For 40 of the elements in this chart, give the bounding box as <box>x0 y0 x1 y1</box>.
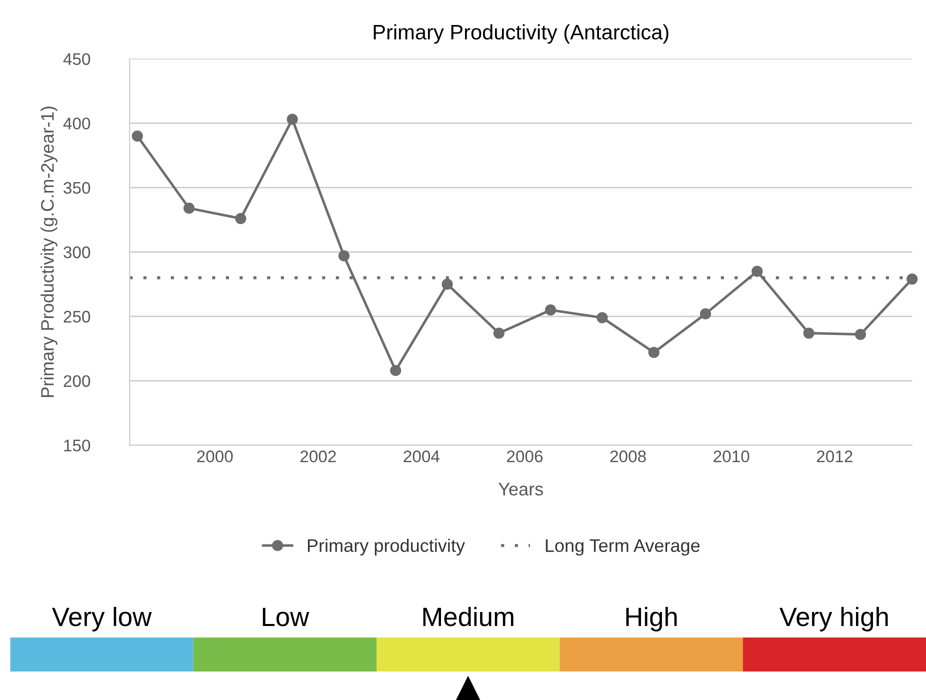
x-tick-label: 2000 <box>197 450 233 462</box>
y-tick-label: 300 <box>64 246 90 258</box>
x-tick-label: Low <box>262 608 310 626</box>
x-tick-label: 2004 <box>404 450 440 462</box>
x-axis-title: Years <box>498 482 543 496</box>
point <box>545 304 556 316</box>
x-tick-label: 2012 <box>816 450 852 462</box>
point <box>442 278 453 290</box>
x-tick-label: 2002 <box>300 450 336 462</box>
point <box>752 266 763 277</box>
point <box>803 328 814 339</box>
point <box>700 308 712 320</box>
y-axis-title: Primary Productivity (g.C.m-2year-1) <box>40 106 58 397</box>
x-tick-label: Very high <box>780 606 888 632</box>
y-tick-label: 150 <box>64 440 90 452</box>
chart-title: Primary Productivity (Antarctica) <box>374 24 668 44</box>
point <box>286 114 298 125</box>
x-tick-label: Medium <box>423 606 514 626</box>
point <box>854 328 866 340</box>
y-tick-label: 200 <box>64 375 90 388</box>
point <box>235 212 246 224</box>
y-tick-label: 400 <box>63 118 90 130</box>
point <box>338 250 350 262</box>
y-tick-label: 350 <box>64 182 90 194</box>
y-tick-label: 450 <box>63 53 90 66</box>
x-tick-label: High <box>626 606 677 632</box>
point <box>596 312 608 324</box>
x-tick-label: 2008 <box>610 450 646 462</box>
point <box>906 273 918 285</box>
x-tick-label: 2006 <box>507 450 543 462</box>
point <box>132 130 143 142</box>
point <box>493 328 504 339</box>
y-tick-label: 250 <box>64 310 90 323</box>
x-tick-label: 2010 <box>714 450 750 462</box>
legend-label: Long Term Average <box>546 539 700 556</box>
point <box>183 202 195 214</box>
legend-label: Primary productivity <box>308 538 465 556</box>
x-tick-label: Very low <box>52 606 152 632</box>
point <box>648 346 660 358</box>
point <box>390 364 402 376</box>
